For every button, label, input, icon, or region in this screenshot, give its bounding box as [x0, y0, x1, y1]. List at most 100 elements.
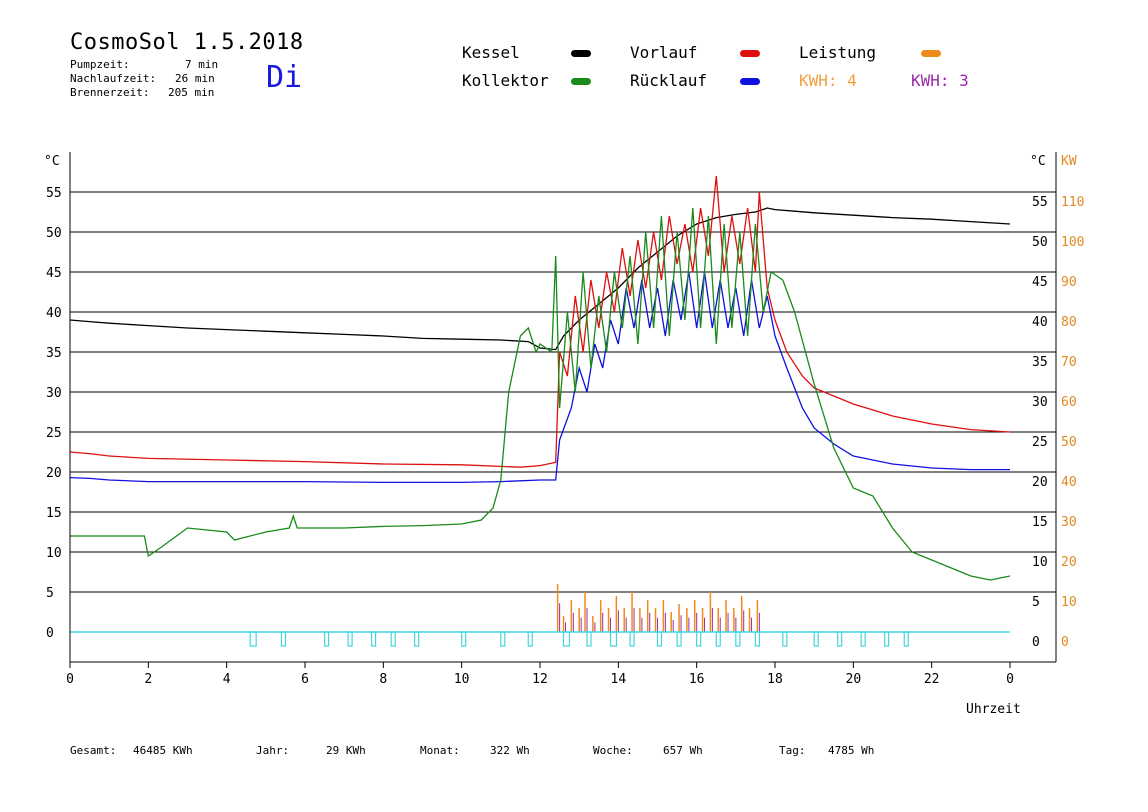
chart-title: CosmoSol 1.5.2018	[70, 30, 304, 55]
y-tick-label-right: 15	[1032, 515, 1048, 530]
pump-block	[370, 631, 377, 647]
pump-block	[860, 631, 866, 647]
kw-tick-label: 60	[1061, 395, 1077, 410]
x-tick-label: 4	[223, 672, 231, 687]
right-unit-label: °C	[1030, 154, 1046, 169]
pump-block	[813, 631, 819, 647]
pump-block	[527, 631, 533, 647]
x-tick-label: 16	[689, 672, 705, 687]
legend-vorlauf-label: Vorlauf	[630, 43, 698, 62]
footer-monat-label: Monat:	[420, 744, 460, 757]
pump-block	[629, 631, 635, 647]
kw-unit-label: KW	[1061, 154, 1077, 169]
y-tick-label-right: 20	[1032, 475, 1048, 490]
legend-leistung-label: Leistung	[799, 43, 877, 62]
y-tick-label-right: 35	[1032, 355, 1048, 370]
pump-block	[903, 631, 909, 647]
legend-ruecklauf-swatch	[740, 78, 760, 85]
legend-kessel-swatch	[571, 50, 591, 57]
pump-block	[696, 631, 702, 647]
y-tick-label-right: 10	[1032, 555, 1048, 570]
x-tick-label: 14	[611, 672, 627, 687]
pump-block	[461, 631, 467, 647]
legend-vorlauf-swatch	[740, 50, 760, 57]
footer-jahr-label: Jahr:	[256, 744, 290, 757]
series-lines	[69, 175, 1011, 581]
legend-leistung-swatch	[921, 50, 941, 57]
y-tick-label-right: 55	[1032, 195, 1048, 210]
brenner-time-value: 205 min	[168, 86, 215, 99]
y-tick-label-right: 25	[1032, 435, 1048, 450]
pump-block	[249, 631, 257, 647]
footer-gesamt-label: Gesamt:	[70, 744, 117, 757]
kw-tick-label: 80	[1061, 315, 1077, 330]
y-tick-label-left: 30	[46, 386, 62, 401]
nachlauf-time-label: Nachlaufzeit:	[70, 72, 157, 85]
y-tick-label-left: 50	[46, 226, 62, 241]
nachlauf-time-value: 26 min	[175, 72, 215, 85]
pump-block	[500, 631, 506, 647]
pump-block	[390, 631, 396, 647]
x-tick-label: 12	[532, 672, 548, 687]
y-tick-label-right: 45	[1032, 275, 1048, 290]
kw-tick-label: 100	[1061, 235, 1084, 250]
footer-gesamt-value: 46485 KWh	[133, 744, 193, 757]
x-tick-label: 6	[301, 672, 309, 687]
y-tick-label-left: 5	[46, 586, 54, 601]
legend-kollektor-label: Kollektor	[462, 71, 549, 90]
y-tick-label-left: 0	[46, 626, 54, 641]
y-tick-label-left: 40	[46, 306, 62, 321]
x-tick-label: 22	[924, 672, 940, 687]
kw-tick-label: 10	[1061, 595, 1077, 610]
pump-block	[754, 631, 761, 647]
y-tick-label-right: 30	[1032, 395, 1048, 410]
footer-woche-value: 657 Wh	[663, 744, 703, 757]
pump-time-value: 7 min	[185, 58, 219, 71]
footer-jahr-value: 29 KWh	[326, 744, 366, 757]
pump-block	[562, 631, 571, 647]
x-tick-label: 20	[846, 672, 862, 687]
series-line-vorlauf	[69, 175, 1011, 468]
kw-tick-label: 70	[1061, 355, 1077, 370]
pump-block	[280, 631, 287, 647]
footer-woche-label: Woche:	[593, 744, 633, 757]
pump-block	[676, 631, 682, 647]
pump-block	[715, 631, 721, 647]
x-tick-label: 0	[66, 672, 74, 687]
y-tick-label-right: 40	[1032, 315, 1048, 330]
legend-kwh-orange: KWH: 4	[799, 71, 857, 90]
pump-block	[782, 631, 788, 647]
pump-block	[586, 631, 592, 647]
y-tick-label-left: 35	[46, 346, 62, 361]
legend-ruecklauf-label: Rücklauf	[630, 71, 708, 90]
kw-tick-label: 50	[1061, 435, 1077, 450]
weekday-label: Di	[266, 60, 303, 95]
series-line-rcklauf	[69, 271, 1010, 484]
y-tick-label-right: 0	[1032, 635, 1040, 650]
axes	[69, 152, 1057, 668]
pump-block	[414, 631, 420, 647]
pump-block	[323, 631, 330, 647]
pump-block	[347, 631, 353, 647]
kw-tick-label: 0	[1061, 635, 1069, 650]
left-unit-label: °C	[44, 154, 60, 169]
power-bars	[556, 584, 760, 632]
kw-tick-label: 90	[1061, 275, 1077, 290]
kw-tick-label: 20	[1061, 555, 1077, 570]
pump-block	[884, 631, 890, 647]
y-tick-label-left: 10	[46, 546, 62, 561]
legend-kwh-purple: KWH: 3	[911, 71, 969, 90]
pump-block	[837, 631, 843, 647]
y-tick-label-right: 5	[1032, 595, 1040, 610]
footer-tag-value: 4785 Wh	[828, 744, 875, 757]
kw-tick-label: 30	[1061, 515, 1077, 530]
grid-lines	[70, 191, 1056, 593]
pump-blocks	[70, 631, 1010, 647]
kw-tick-label: 110	[1061, 195, 1084, 210]
legend-kollektor-swatch	[571, 78, 591, 85]
x-tick-label: 2	[144, 672, 152, 687]
series-line-kollektor	[70, 207, 1011, 581]
footer-monat-value: 322 Wh	[490, 744, 530, 757]
pump-time-label: Pumpzeit:	[70, 58, 130, 71]
